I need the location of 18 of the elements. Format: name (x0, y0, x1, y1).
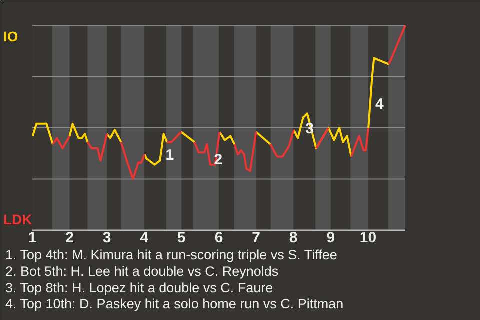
text: 2. Bot 5th: H. Lee hit a double vs C. Reynolds (6, 264, 279, 279)
text: 1. Top 4th: M. Kimura hit a run-scoring triple vs S. Tiffee (6, 248, 338, 262)
x-tick-label: 4 (140, 230, 150, 246)
x-tick-label: 9 (326, 230, 336, 246)
annotation: 1 (166, 147, 174, 164)
text: 4. Top 10th: D. Paskey hit a solo home run vs C. Pittman (6, 296, 344, 312)
x-tick-label: 8 (289, 230, 298, 246)
x-tick-label: 7 (252, 230, 260, 246)
x-tick-label: 3 (102, 230, 112, 246)
x-tick-label: 1 (28, 230, 37, 246)
text: LDK (4, 212, 32, 228)
x-tick-label: 6 (214, 230, 224, 246)
text: IO (4, 28, 18, 44)
x-tick-label: 5 (178, 230, 186, 246)
annotation: 4 (375, 96, 384, 113)
x-tick-label: 10 (360, 230, 377, 246)
text: 3. Top 8th: H. Lopez hit a double vs C. Faure (6, 280, 274, 296)
x-tick-label: 2 (66, 230, 74, 246)
